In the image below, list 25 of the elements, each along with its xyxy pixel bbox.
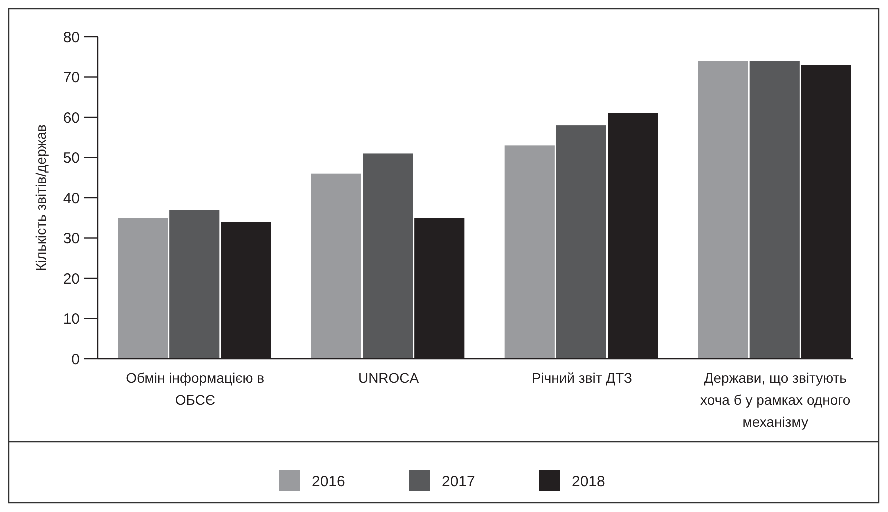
bar [750,61,800,359]
y-tick-label: 70 [63,70,80,86]
bar [363,154,414,359]
y-tick-label: 30 [63,230,80,248]
bar [698,61,748,359]
y-tick-label: 60 [63,110,80,127]
bar [556,126,606,359]
y-tick-label: 20 [63,270,80,288]
x-tick-label: Обмін інформацією в ОБСЄ [126,370,265,408]
x-tick-label: Річний звіт ДТЗ [532,370,633,386]
y-tick-label: 50 [63,150,80,167]
x-tick-label: UNROCA [358,370,420,386]
y-tick-label: 0 [72,351,80,368]
bar [118,218,168,359]
legend-label: 2016 [312,473,346,490]
y-axis-title: Кількість звітів/держав [33,124,49,272]
legend-label: 2017 [442,473,476,490]
y-tick-label: 40 [63,190,80,208]
legend-label: 2018 [572,473,606,490]
bar [504,146,555,359]
y-tick-label: 10 [63,311,80,328]
bar [170,210,220,359]
y-tick-label: 80 [63,29,80,46]
bar [311,174,362,359]
x-tick-label: Держави, що звітують хоча б у рамках одного механізму [700,370,851,430]
